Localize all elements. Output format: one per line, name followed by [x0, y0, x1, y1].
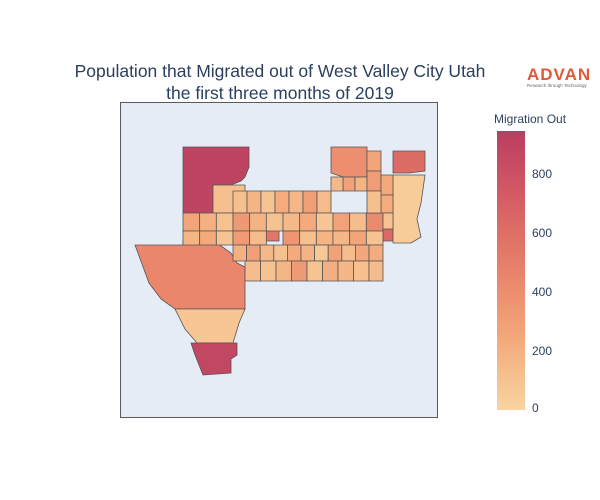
- tract-1-9[interactable]: [332, 212, 351, 232]
- tract-3-1[interactable]: [246, 244, 261, 262]
- colorbar-tick-0: 0: [532, 401, 539, 415]
- tract-east-8[interactable]: [368, 244, 384, 262]
- tract-0-1[interactable]: [246, 190, 262, 214]
- tract-east-10[interactable]: [382, 212, 394, 230]
- tract-1-11[interactable]: [365, 212, 384, 232]
- tract-1-10[interactable]: [349, 212, 367, 232]
- tract-4-7[interactable]: [353, 260, 370, 282]
- colorbar-tick-200: 200: [532, 344, 553, 358]
- tract-1-5[interactable]: [265, 212, 284, 232]
- tract-1-2[interactable]: [215, 212, 234, 232]
- tract-3-0[interactable]: [232, 244, 247, 262]
- region-northeast-block[interactable]: [330, 146, 368, 178]
- tract-1-4[interactable]: [249, 212, 267, 232]
- tract-3-8[interactable]: [341, 244, 356, 262]
- tract-3-6[interactable]: [314, 244, 329, 262]
- tract-3-9[interactable]: [355, 244, 370, 262]
- tract-3-7[interactable]: [327, 244, 343, 262]
- tract-3-4[interactable]: [287, 244, 302, 262]
- tract-4-0[interactable]: [244, 260, 261, 282]
- tract-2-0[interactable]: [182, 230, 201, 246]
- advan-logo-wordmark: ADVAN: [527, 65, 592, 84]
- colorbar-tick-600: 600: [532, 226, 553, 240]
- tract-east-7[interactable]: [366, 190, 382, 214]
- tract-east-2[interactable]: [330, 176, 344, 192]
- tract-3-3[interactable]: [273, 244, 288, 262]
- region-south-large[interactable]: [190, 342, 238, 376]
- tract-0-6[interactable]: [316, 190, 332, 214]
- tract-2-6[interactable]: [282, 230, 301, 246]
- tract-east-3[interactable]: [366, 150, 382, 172]
- region-northeast-tip[interactable]: [392, 150, 426, 174]
- tract-2-4[interactable]: [249, 230, 267, 246]
- tract-1-7[interactable]: [299, 212, 317, 232]
- tract-2-1[interactable]: [199, 230, 217, 246]
- region-east-edge[interactable]: [392, 174, 426, 244]
- tract-east-9[interactable]: [368, 260, 384, 282]
- map-title-line-1: Population that Migrated out of West Val…: [74, 61, 486, 81]
- tract-2-10[interactable]: [349, 230, 367, 246]
- tract-0-0[interactable]: [232, 190, 248, 214]
- map-title: Population that Migrated out of West Val…: [20, 60, 540, 104]
- tract-east-5[interactable]: [380, 174, 394, 196]
- tract-0-3[interactable]: [274, 190, 290, 214]
- advan-logo: ADVAN Research through Technology: [527, 66, 597, 89]
- tract-2-3[interactable]: [232, 230, 251, 246]
- advan-logo-tagline: Research through Technology: [527, 83, 587, 88]
- choropleth-map[interactable]: [121, 103, 437, 417]
- tract-0-4[interactable]: [288, 190, 304, 214]
- tract-4-6[interactable]: [337, 260, 354, 282]
- map-title-line-2: the first three months of 2019: [166, 83, 394, 103]
- tract-2-2[interactable]: [215, 230, 234, 246]
- tract-4-5[interactable]: [322, 260, 339, 282]
- tract-east-1[interactable]: [354, 176, 368, 192]
- tract-4-2[interactable]: [275, 260, 292, 282]
- tract-east-0[interactable]: [342, 176, 356, 192]
- tract-4-1[interactable]: [260, 260, 277, 282]
- tract-2-8[interactable]: [315, 230, 334, 246]
- colorbar-tick-400: 400: [532, 285, 553, 299]
- tract-2-9[interactable]: [332, 230, 351, 246]
- colorbar-tick-800: 800: [532, 167, 553, 181]
- region-east-small[interactable]: [382, 228, 394, 242]
- tract-0-5[interactable]: [302, 190, 318, 214]
- tract-4-4[interactable]: [306, 260, 323, 282]
- tract-1-1[interactable]: [199, 212, 217, 232]
- colorbar-title: Migration Out: [494, 112, 567, 126]
- tract-0-2[interactable]: [260, 190, 276, 214]
- region-south-mid[interactable]: [174, 308, 246, 344]
- region-southwest-large[interactable]: [134, 240, 246, 310]
- tract-2-11[interactable]: [365, 230, 384, 246]
- tract-4-3[interactable]: [291, 260, 308, 282]
- tract-east-4[interactable]: [366, 170, 382, 192]
- tract-east-6[interactable]: [380, 194, 394, 214]
- map-plot-area[interactable]: [120, 102, 438, 418]
- tract-1-3[interactable]: [232, 212, 251, 232]
- colorbar: [497, 131, 525, 410]
- tract-3-2[interactable]: [259, 244, 275, 262]
- tract-1-8[interactable]: [315, 212, 334, 232]
- tract-2-7[interactable]: [299, 230, 317, 246]
- tract-1-6[interactable]: [282, 212, 301, 232]
- tract-3-5[interactable]: [300, 244, 315, 262]
- tract-1-0[interactable]: [182, 212, 201, 232]
